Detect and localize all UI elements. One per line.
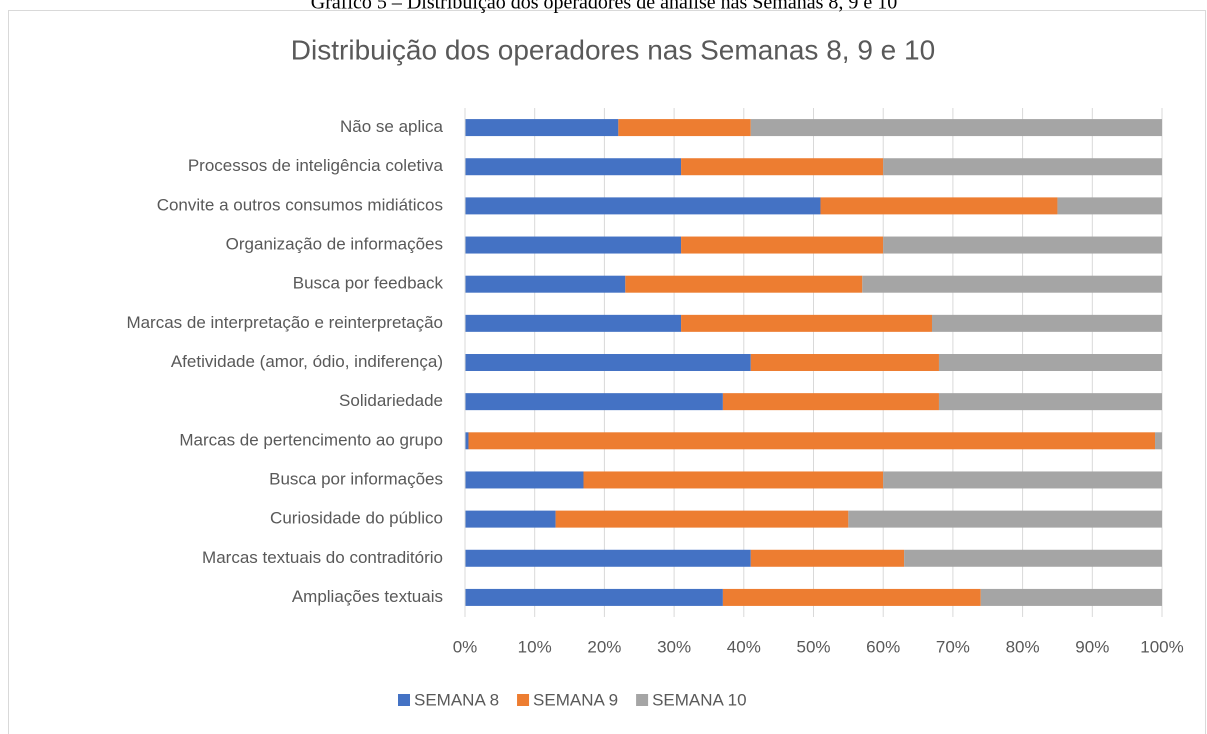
legend-label: SEMANA 10	[652, 690, 747, 709]
x-tick-label: 10%	[518, 637, 552, 656]
bar-segment	[465, 275, 626, 293]
bar-segment	[722, 393, 939, 411]
bar-segment	[465, 158, 682, 176]
bar-segment	[848, 510, 1162, 528]
bar-segment	[883, 236, 1162, 254]
bar-segment	[750, 119, 1162, 137]
bar-segment	[681, 158, 884, 176]
x-tick-label: 40%	[727, 637, 761, 656]
y-tick-label: Convite a outros consumos midiáticos	[157, 195, 443, 214]
x-tick-label: 80%	[1006, 637, 1040, 656]
bar-segment	[883, 158, 1162, 176]
legend-swatch	[398, 694, 410, 706]
y-tick-label: Não se aplica	[340, 117, 444, 136]
bar-segment	[1155, 432, 1162, 450]
y-tick-label: Solidariedade	[339, 391, 443, 410]
legend-label: SEMANA 8	[414, 690, 499, 709]
bar-segment	[465, 354, 751, 371]
bar-segment	[465, 510, 556, 528]
bar-segment	[883, 471, 1162, 489]
chart-title: Distribuição dos operadores nas Semanas …	[291, 34, 935, 65]
y-tick-label: Curiosidade do público	[270, 509, 443, 528]
bar-segment	[465, 549, 751, 567]
bar-segment	[862, 275, 1162, 293]
y-tick-label: Busca por feedback	[293, 274, 444, 293]
bar-segment	[980, 588, 1162, 606]
y-tick-label: Processos de inteligência coletiva	[188, 156, 444, 175]
x-tick-label: 60%	[866, 637, 900, 656]
bar-segment	[681, 314, 932, 332]
bar-segment	[465, 588, 723, 606]
y-tick-label: Marcas textuais do contraditório	[202, 548, 443, 567]
bar-segment	[938, 354, 1162, 371]
bar-segment	[820, 197, 1058, 215]
caption-bg	[0, 0, 1207, 10]
bar-segment	[750, 354, 939, 371]
caption: Gráfico 5 – Distribuição dos operadores …	[311, 0, 898, 14]
x-tick-label: 100%	[1140, 637, 1183, 656]
y-tick-label: Afetividade (amor, ódio, indiferença)	[171, 352, 443, 371]
bar-segment	[904, 549, 1162, 567]
x-tick-label: 70%	[936, 637, 970, 656]
bar-segment	[625, 275, 863, 293]
bar-segment	[583, 471, 884, 489]
bar-segment	[555, 510, 849, 528]
y-tick-label: Organização de informações	[226, 235, 443, 254]
bar-segment	[618, 119, 751, 137]
bar-segment	[465, 393, 723, 411]
bar-segment	[681, 236, 884, 254]
x-tick-label: 0%	[453, 637, 478, 656]
bar-segment	[468, 432, 1156, 450]
legend-label: SEMANA 9	[533, 690, 618, 709]
legend-swatch	[636, 694, 649, 706]
bar-segment	[465, 236, 682, 254]
y-tick-label: Marcas de interpretação e reinterpretaçã…	[126, 313, 443, 332]
x-tick-label: 90%	[1075, 637, 1109, 656]
x-tick-label: 50%	[796, 637, 830, 656]
bar-segment	[465, 471, 584, 489]
x-tick-label: 30%	[657, 637, 691, 656]
bar-segment	[1057, 197, 1162, 215]
bar-segment	[465, 432, 469, 450]
bar-segment	[465, 119, 619, 137]
bar-segment	[931, 314, 1162, 332]
x-tick-label: 20%	[587, 637, 621, 656]
y-tick-label: Marcas de pertencimento ao grupo	[179, 430, 443, 449]
bar-segment	[722, 588, 981, 606]
bar-segment	[938, 393, 1162, 411]
bar-segment	[465, 314, 682, 332]
legend-swatch	[517, 694, 530, 706]
y-tick-label: Ampliações textuais	[292, 587, 443, 606]
y-tick-label: Busca por informações	[269, 469, 443, 488]
bar-segment	[750, 549, 905, 567]
chart-frame	[8, 10, 1206, 734]
bar-segment	[465, 197, 821, 215]
